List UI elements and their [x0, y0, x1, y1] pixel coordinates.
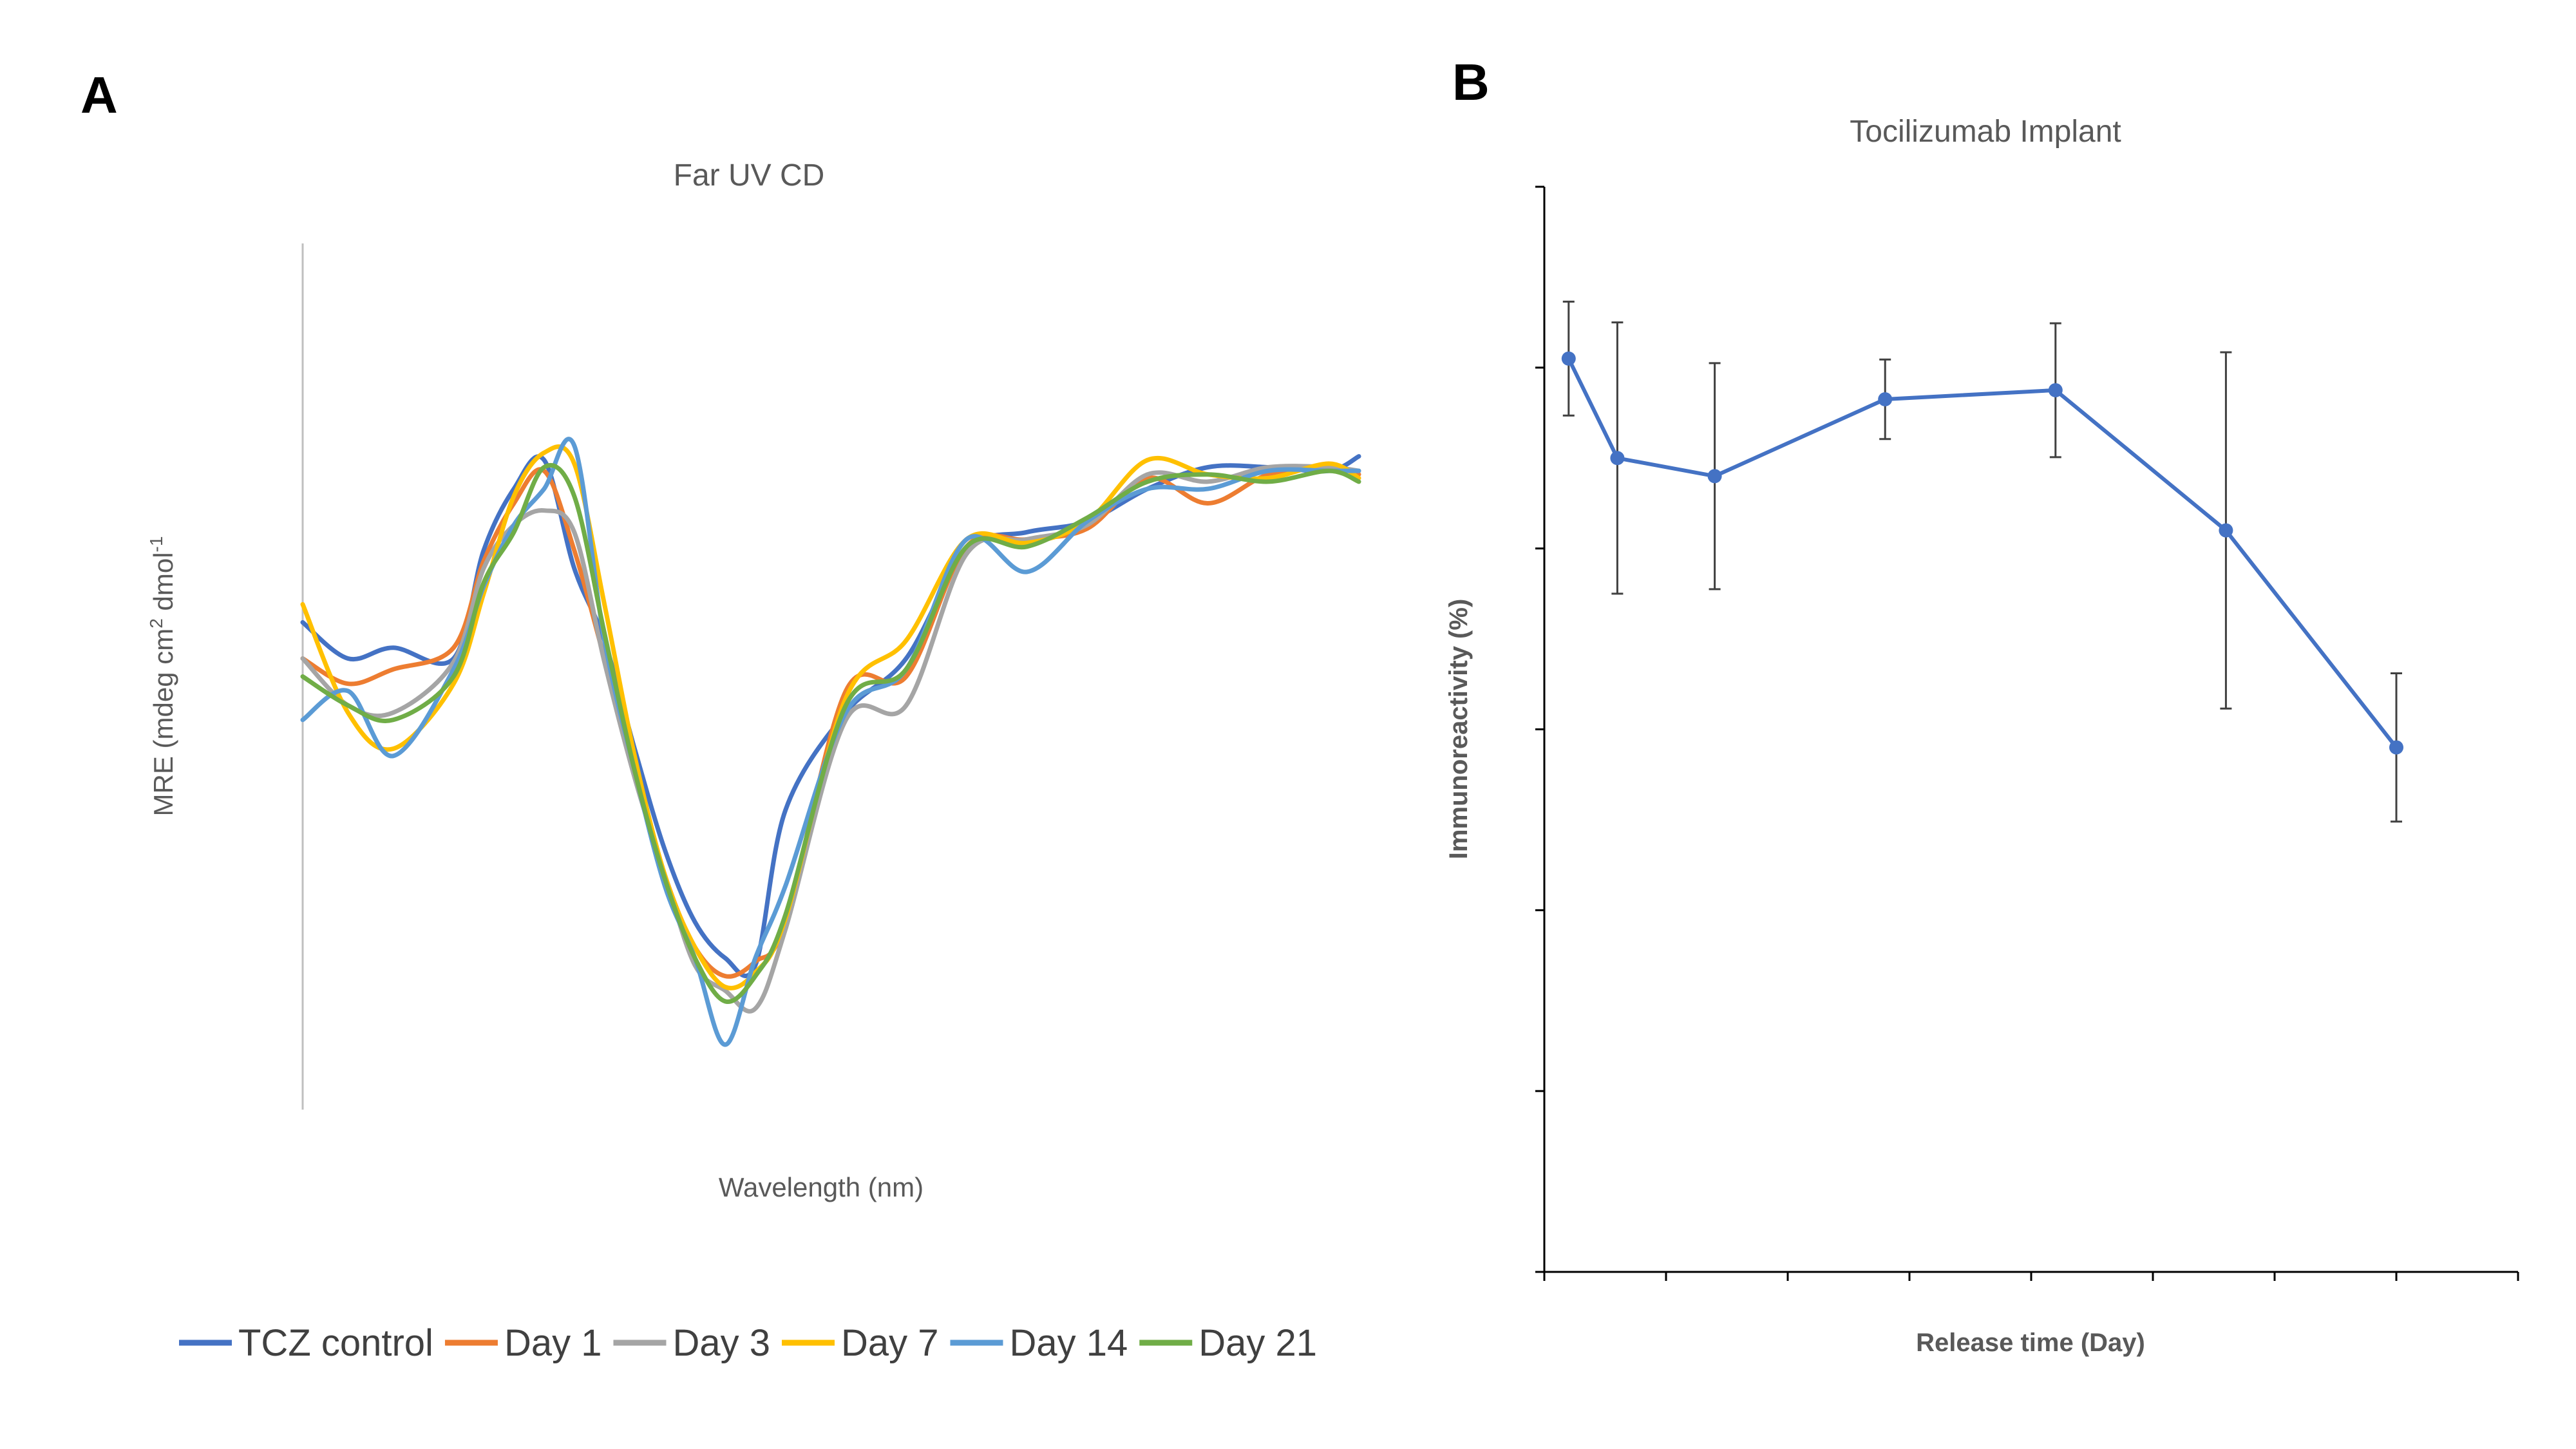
immunoreactivity-chart: Tocilizumab Implant Release time (Day) I… [1444, 115, 2519, 1357]
series-line-0 [300, 454, 1361, 978]
chart-b-y-axis-title: Immunoreactivity (%) [1444, 599, 1473, 860]
data-point-marker [1561, 351, 1576, 366]
legend-entry-3: Day 7 [841, 1322, 939, 1364]
panel-b-label: B [1452, 53, 1490, 111]
series-line-1 [300, 465, 1361, 979]
chart-a-series [300, 437, 1361, 1047]
legend-entry-2: Day 3 [672, 1322, 770, 1364]
chart-b-x-ticks [1543, 1272, 2519, 1281]
y-title-part1: MRE (mdeg cm [148, 629, 178, 817]
legend-entry-1: Day 1 [504, 1322, 602, 1364]
data-point-marker [1610, 451, 1625, 466]
y-title-sup1: 2 [146, 618, 166, 629]
cd-spectrum-chart: Far UV CD Wavelength (nm) MRE (mdeg cm2 … [146, 158, 1361, 1364]
chart-a-y-axis-title: MRE (mdeg cm2 dmol-1 [146, 536, 178, 817]
legend-entry-0: TCZ control [238, 1322, 433, 1364]
data-point-marker [1707, 469, 1722, 484]
y-title-part2: dmol [148, 552, 178, 618]
data-point-marker [2219, 523, 2233, 538]
data-point-marker [2389, 740, 2403, 755]
chart-b-y-ticks [1535, 185, 1544, 1273]
panel-a-label: A [80, 66, 118, 124]
immunoreactivity-line [1567, 357, 2398, 749]
legend-entry-4: Day 14 [1010, 1322, 1128, 1364]
chart-b-series [1561, 300, 2403, 823]
chart-b-title: Tocilizumab Implant [1850, 115, 2121, 149]
chart-b-x-axis-title: Release time (Day) [1916, 1329, 2145, 1357]
data-point-marker [1878, 392, 1893, 406]
y-title-sup2: -1 [146, 536, 166, 553]
chart-a-legend: TCZ control Day 1 Day 3 Day 7 Day 14 Day 21 [179, 1322, 1317, 1364]
data-point-marker [2048, 383, 2063, 397]
series-line-5 [300, 462, 1361, 1004]
chart-a-x-axis-title: Wavelength (nm) [719, 1172, 923, 1202]
legend-entry-5: Day 21 [1198, 1322, 1317, 1364]
chart-a-title: Far UV CD [674, 158, 825, 193]
series-line-3 [300, 444, 1361, 990]
